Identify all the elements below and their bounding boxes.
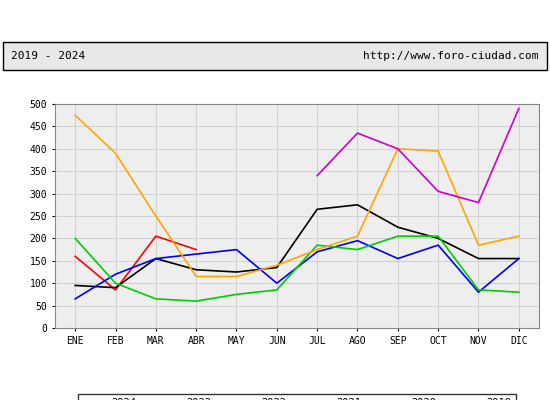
Legend: 2024, 2023, 2022, 2021, 2020, 2019: 2024, 2023, 2022, 2021, 2020, 2019	[78, 394, 516, 400]
Text: Evolucion Nº Turistas Extranjeros en el municipio de Benetússer: Evolucion Nº Turistas Extranjeros en el …	[23, 14, 527, 26]
FancyBboxPatch shape	[3, 42, 547, 70]
Text: http://www.foro-ciudad.com: http://www.foro-ciudad.com	[364, 51, 539, 61]
Text: 2019 - 2024: 2019 - 2024	[11, 51, 85, 61]
